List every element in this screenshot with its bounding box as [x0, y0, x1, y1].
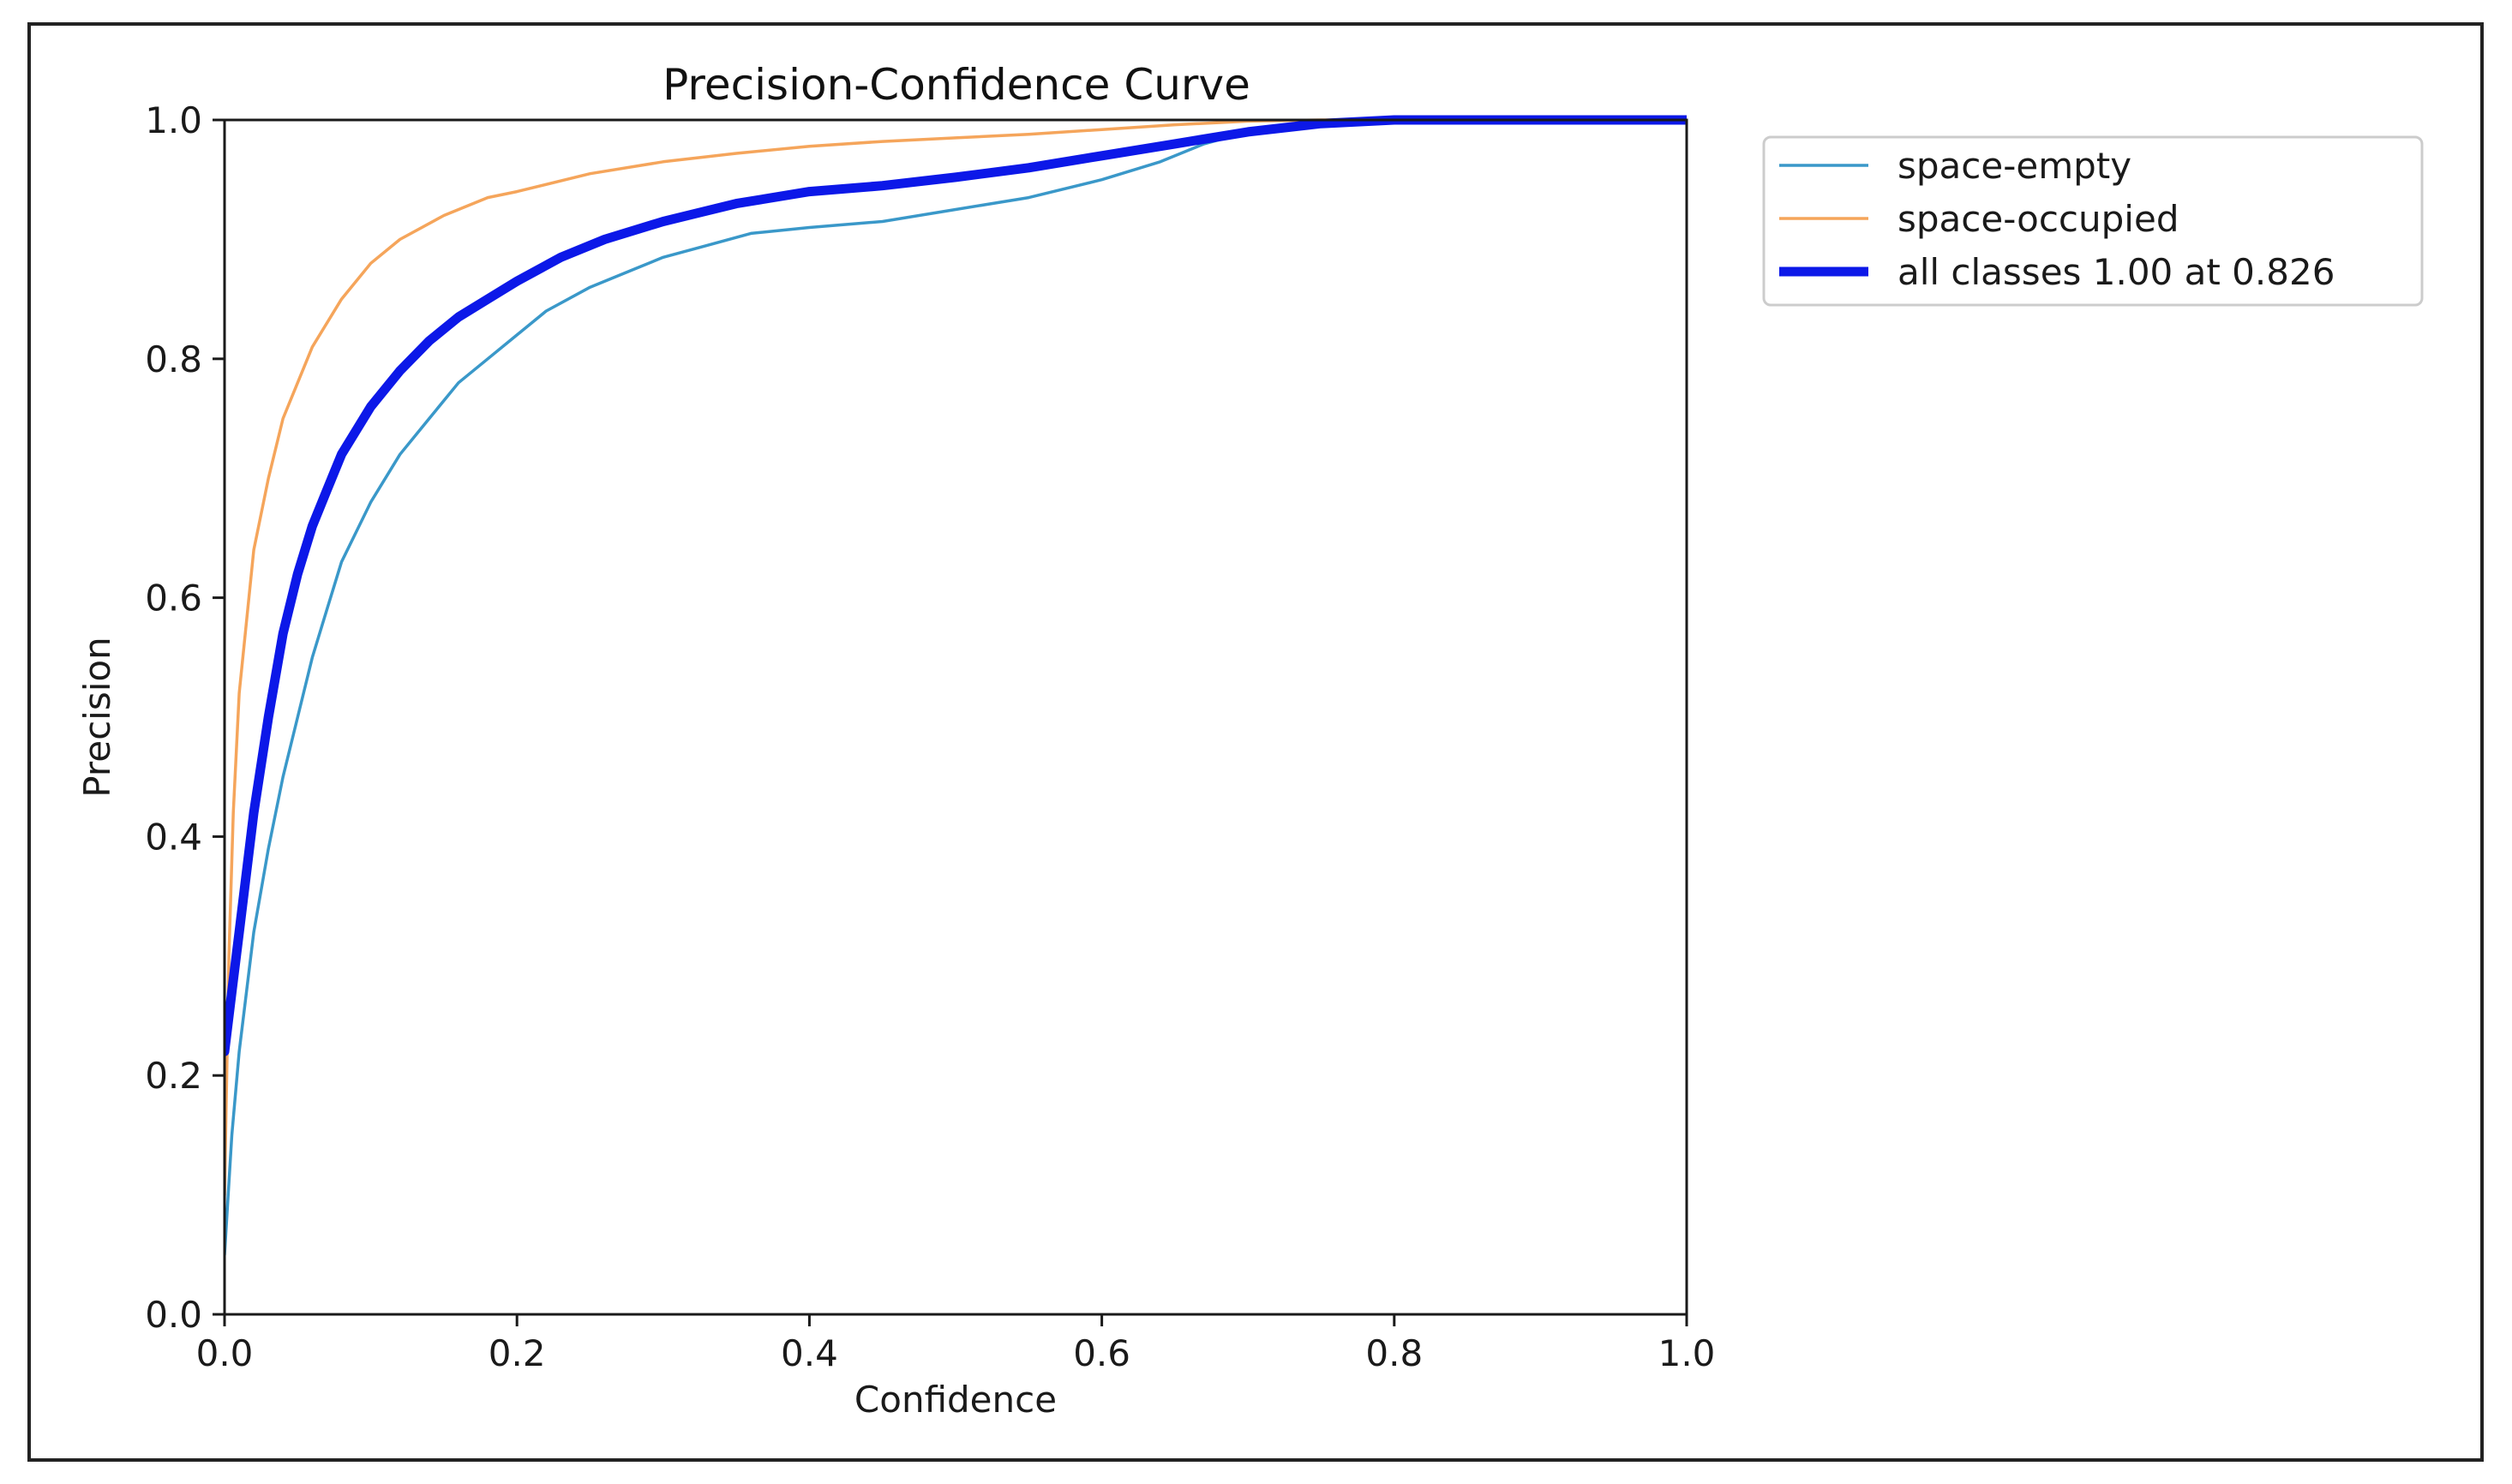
x-axis-label: Confidence: [854, 1379, 1057, 1421]
legend-label: all classes 1.00 at 0.826: [1897, 251, 2335, 293]
y-tick-label: 0.2: [145, 1055, 202, 1097]
series-layer: [225, 115, 1687, 1257]
x-tick-label: 0.4: [781, 1332, 838, 1374]
plot-area-border: [223, 118, 1688, 1316]
y-tick-label: 0.6: [145, 577, 202, 619]
y-axis-ticks: 0.0 0.2 0.4 0.6 0.8 1.0: [145, 99, 225, 1336]
x-tick-label: 0.8: [1365, 1332, 1423, 1374]
legend-box: [1762, 135, 2424, 307]
series-line-space-occupied: [225, 118, 1687, 1197]
series-line-all: [225, 115, 1687, 1056]
series-line-space-empty: [225, 118, 1687, 1257]
legend-label: space-empty: [1897, 145, 2131, 187]
x-tick-label: 0.0: [196, 1332, 254, 1374]
x-axis-ticks: 0.0 0.2 0.4 0.6 0.8 1.0: [196, 1314, 1716, 1374]
legend-entries: space-empty space-occupied all classes 1.0…: [1779, 145, 2335, 293]
x-tick-label: 1.0: [1658, 1332, 1716, 1374]
x-tick-label: 0.2: [489, 1332, 546, 1374]
x-tick-label: 0.6: [1073, 1332, 1130, 1374]
y-tick-label: 0.4: [145, 816, 202, 858]
legend: space-empty space-occupied all classes 1.0…: [1762, 135, 2424, 307]
y-axis-label: Precision: [76, 637, 118, 797]
legend-label: space-occupied: [1897, 198, 2179, 240]
y-tick-label: 0.0: [145, 1294, 202, 1336]
y-tick-label: 1.0: [145, 99, 202, 141]
y-tick-label: 0.8: [145, 338, 202, 380]
chart-title: Precision-Confidence Curve: [662, 60, 1250, 110]
